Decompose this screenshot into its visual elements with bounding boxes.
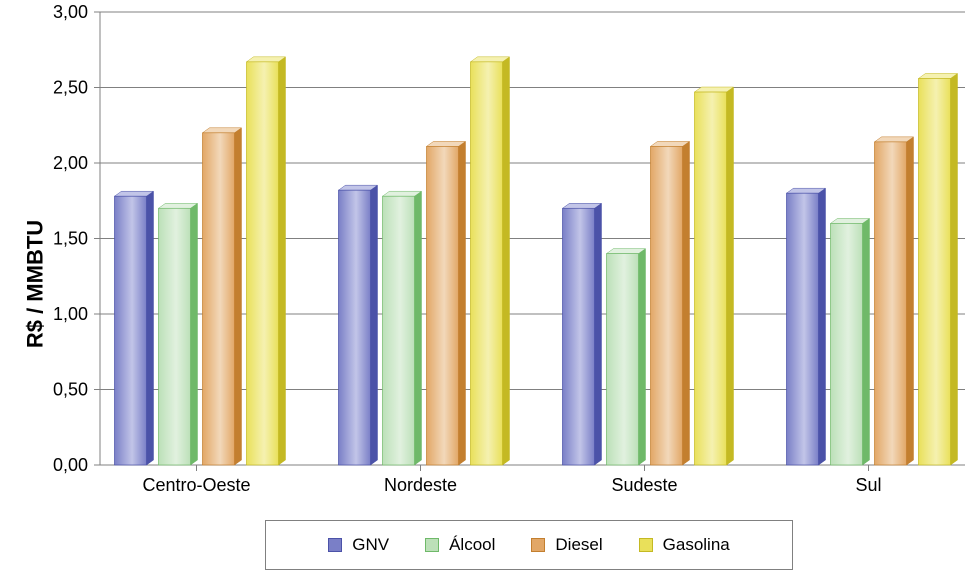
- bar-side: [371, 185, 378, 465]
- bar-front: [159, 208, 191, 465]
- x-tick-label: Sudeste: [611, 475, 677, 495]
- legend-label: Diesel: [555, 535, 602, 555]
- bar-front: [651, 146, 683, 465]
- y-tick-label: 2,50: [53, 78, 88, 98]
- bar-side: [503, 57, 510, 465]
- bar-side: [863, 218, 870, 465]
- bar-top: [247, 57, 286, 62]
- bar-side: [415, 191, 422, 465]
- legend-label: Álcool: [449, 535, 495, 555]
- bar-front: [339, 190, 371, 465]
- bar-top: [695, 87, 734, 92]
- bar-side: [147, 191, 154, 465]
- bar-front: [607, 254, 639, 465]
- legend-item: Gasolina: [639, 535, 730, 555]
- bar-front: [203, 133, 235, 465]
- y-tick-label: 0,00: [53, 455, 88, 475]
- bar-side: [235, 128, 242, 465]
- y-tick-label: 0,50: [53, 380, 88, 400]
- bar-top: [159, 203, 198, 208]
- bar-front: [383, 196, 415, 465]
- bar-front: [427, 146, 459, 465]
- bar-front: [115, 196, 147, 465]
- bar-side: [279, 57, 286, 465]
- bar-front: [471, 62, 503, 465]
- x-tick-label: Nordeste: [384, 475, 457, 495]
- bar-top: [115, 191, 154, 196]
- legend-item: Diesel: [531, 535, 602, 555]
- bar-side: [191, 203, 198, 465]
- bar-top: [607, 249, 646, 254]
- bar-side: [639, 249, 646, 465]
- bar-top: [203, 128, 242, 133]
- bar-front: [875, 142, 907, 465]
- y-tick-label: 2,00: [53, 153, 88, 173]
- legend: GNV Álcool Diesel Gasolina: [265, 520, 793, 570]
- legend-swatch: [328, 538, 342, 552]
- chart-svg: 0,00 0,50 1,00 1,50 2,00 2,50 3,00 Centro-Oeste…: [0, 0, 977, 567]
- bar-top: [919, 73, 958, 78]
- bar-top: [563, 203, 602, 208]
- bar-top: [427, 141, 466, 146]
- y-tick-label: 1,00: [53, 304, 88, 324]
- x-tick-label: Centro-Oeste: [142, 475, 250, 495]
- legend-label: Gasolina: [663, 535, 730, 555]
- bar-front: [919, 78, 951, 465]
- bar-top: [471, 57, 510, 62]
- bar-top: [339, 185, 378, 190]
- legend-swatch: [639, 538, 653, 552]
- bar-front: [831, 223, 863, 465]
- bar-top: [831, 218, 870, 223]
- bar-top: [787, 188, 826, 193]
- bar-top: [875, 137, 914, 142]
- bar-side: [907, 137, 914, 465]
- bar-side: [819, 188, 826, 465]
- bar-top: [383, 191, 422, 196]
- legend-item: GNV: [328, 535, 389, 555]
- y-tick-label: 3,00: [53, 2, 88, 22]
- bar-front: [247, 62, 279, 465]
- bar-side: [727, 87, 734, 465]
- legend-item: Álcool: [425, 535, 495, 555]
- bar-top: [651, 141, 690, 146]
- bar-front: [563, 208, 595, 465]
- y-tick-label: 1,50: [53, 229, 88, 249]
- legend-swatch: [425, 538, 439, 552]
- y-axis-label: R$ / MMBTU: [23, 219, 49, 347]
- bar-side: [951, 73, 958, 465]
- fuel-price-chart: R$ / MMBTU 0,00 0,50 1,00 1,50 2,00 2,50 3,00 C…: [0, 0, 977, 567]
- bar-side: [683, 141, 690, 465]
- bar-side: [595, 203, 602, 465]
- legend-swatch: [531, 538, 545, 552]
- legend-label: GNV: [352, 535, 389, 555]
- bar-side: [459, 141, 466, 465]
- bar-front: [695, 92, 727, 465]
- bar-front: [787, 193, 819, 465]
- x-tick-label: Sul: [855, 475, 881, 495]
